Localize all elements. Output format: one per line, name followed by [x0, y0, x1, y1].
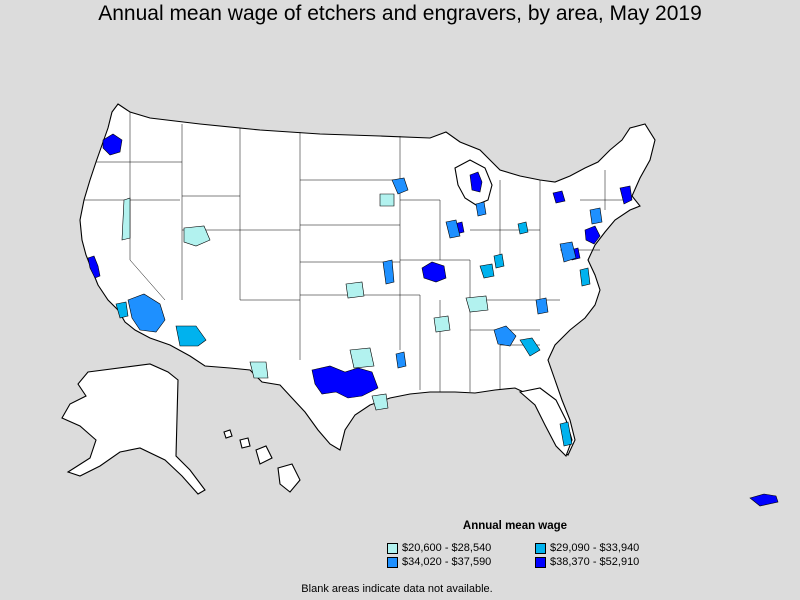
- tennessee-area: [465, 295, 489, 313]
- phoenix-area: [127, 293, 166, 333]
- legend-label-4: $38,370 - $52,910: [550, 556, 640, 568]
- florida-east-area: [559, 421, 573, 447]
- el-paso-area: [249, 361, 269, 379]
- contiguous-us-outline: [79, 103, 656, 456]
- metro-areas: [87, 133, 633, 447]
- legend-item-1: $20,600 - $28,540: [387, 542, 535, 554]
- legend-swatch-3: [387, 556, 398, 568]
- legend-item-4: $38,370 - $52,910: [535, 556, 683, 568]
- arkansas-area: [433, 315, 451, 333]
- legend-label-3: $34,020 - $37,590: [402, 556, 492, 568]
- hawaii-islands: [223, 429, 301, 493]
- legend-swatch-2: [535, 542, 546, 554]
- shreveport-area: [395, 351, 407, 369]
- legend-label-1: $20,600 - $28,540: [402, 542, 492, 554]
- atlanta-area: [493, 325, 517, 347]
- legend-label-2: $29,090 - $33,940: [550, 542, 640, 554]
- legend: Annual mean wage $20,600 - $28,540 $29,0…: [380, 520, 670, 568]
- minnesota-area: [391, 177, 409, 195]
- oklahoma-area: [345, 281, 365, 299]
- southern-ca-area: [115, 301, 129, 319]
- pennsylvania-area: [559, 241, 577, 263]
- tucson-area: [175, 325, 207, 347]
- nevada-strip: [121, 197, 131, 241]
- portland-or-area: [102, 133, 123, 156]
- kansas-city-area: [382, 259, 395, 285]
- legend-title: Annual mean wage: [462, 520, 568, 532]
- utah-area: [183, 225, 211, 247]
- michigan-area: [475, 201, 487, 217]
- rochester-area: [552, 190, 566, 204]
- puerto-rico: [749, 493, 779, 507]
- legend-swatch-1: [387, 542, 398, 554]
- legend-item-3: $34,020 - $37,590: [387, 556, 535, 568]
- virginia-area: [579, 267, 591, 287]
- san-jose-area: [87, 255, 101, 279]
- north-texas-area: [349, 347, 375, 369]
- new-york-city-area: [584, 225, 601, 245]
- texas-central-area: [311, 365, 379, 399]
- map-title: Annual mean wage of etchers and engraver…: [98, 2, 702, 25]
- footnote: Blank areas indicate data not available.: [301, 583, 493, 595]
- nc-area: [535, 297, 549, 315]
- louisville-area: [479, 263, 495, 279]
- st-louis-area: [421, 261, 447, 283]
- erie-area: [517, 221, 529, 235]
- legend-item-2: $29,090 - $33,940: [535, 542, 683, 554]
- minneapolis-area-dark: [469, 171, 483, 193]
- south-carolina-area: [519, 337, 541, 357]
- legend-swatch-4: [535, 556, 546, 568]
- florida-peninsula: [518, 387, 573, 457]
- ohio-area: [493, 253, 505, 269]
- nj-area: [589, 207, 603, 225]
- boston-area: [619, 185, 633, 205]
- dakota-area: [379, 193, 395, 207]
- houston-area: [371, 393, 389, 411]
- alaska-outline: [61, 363, 206, 495]
- wisconsin-area: [445, 219, 461, 239]
